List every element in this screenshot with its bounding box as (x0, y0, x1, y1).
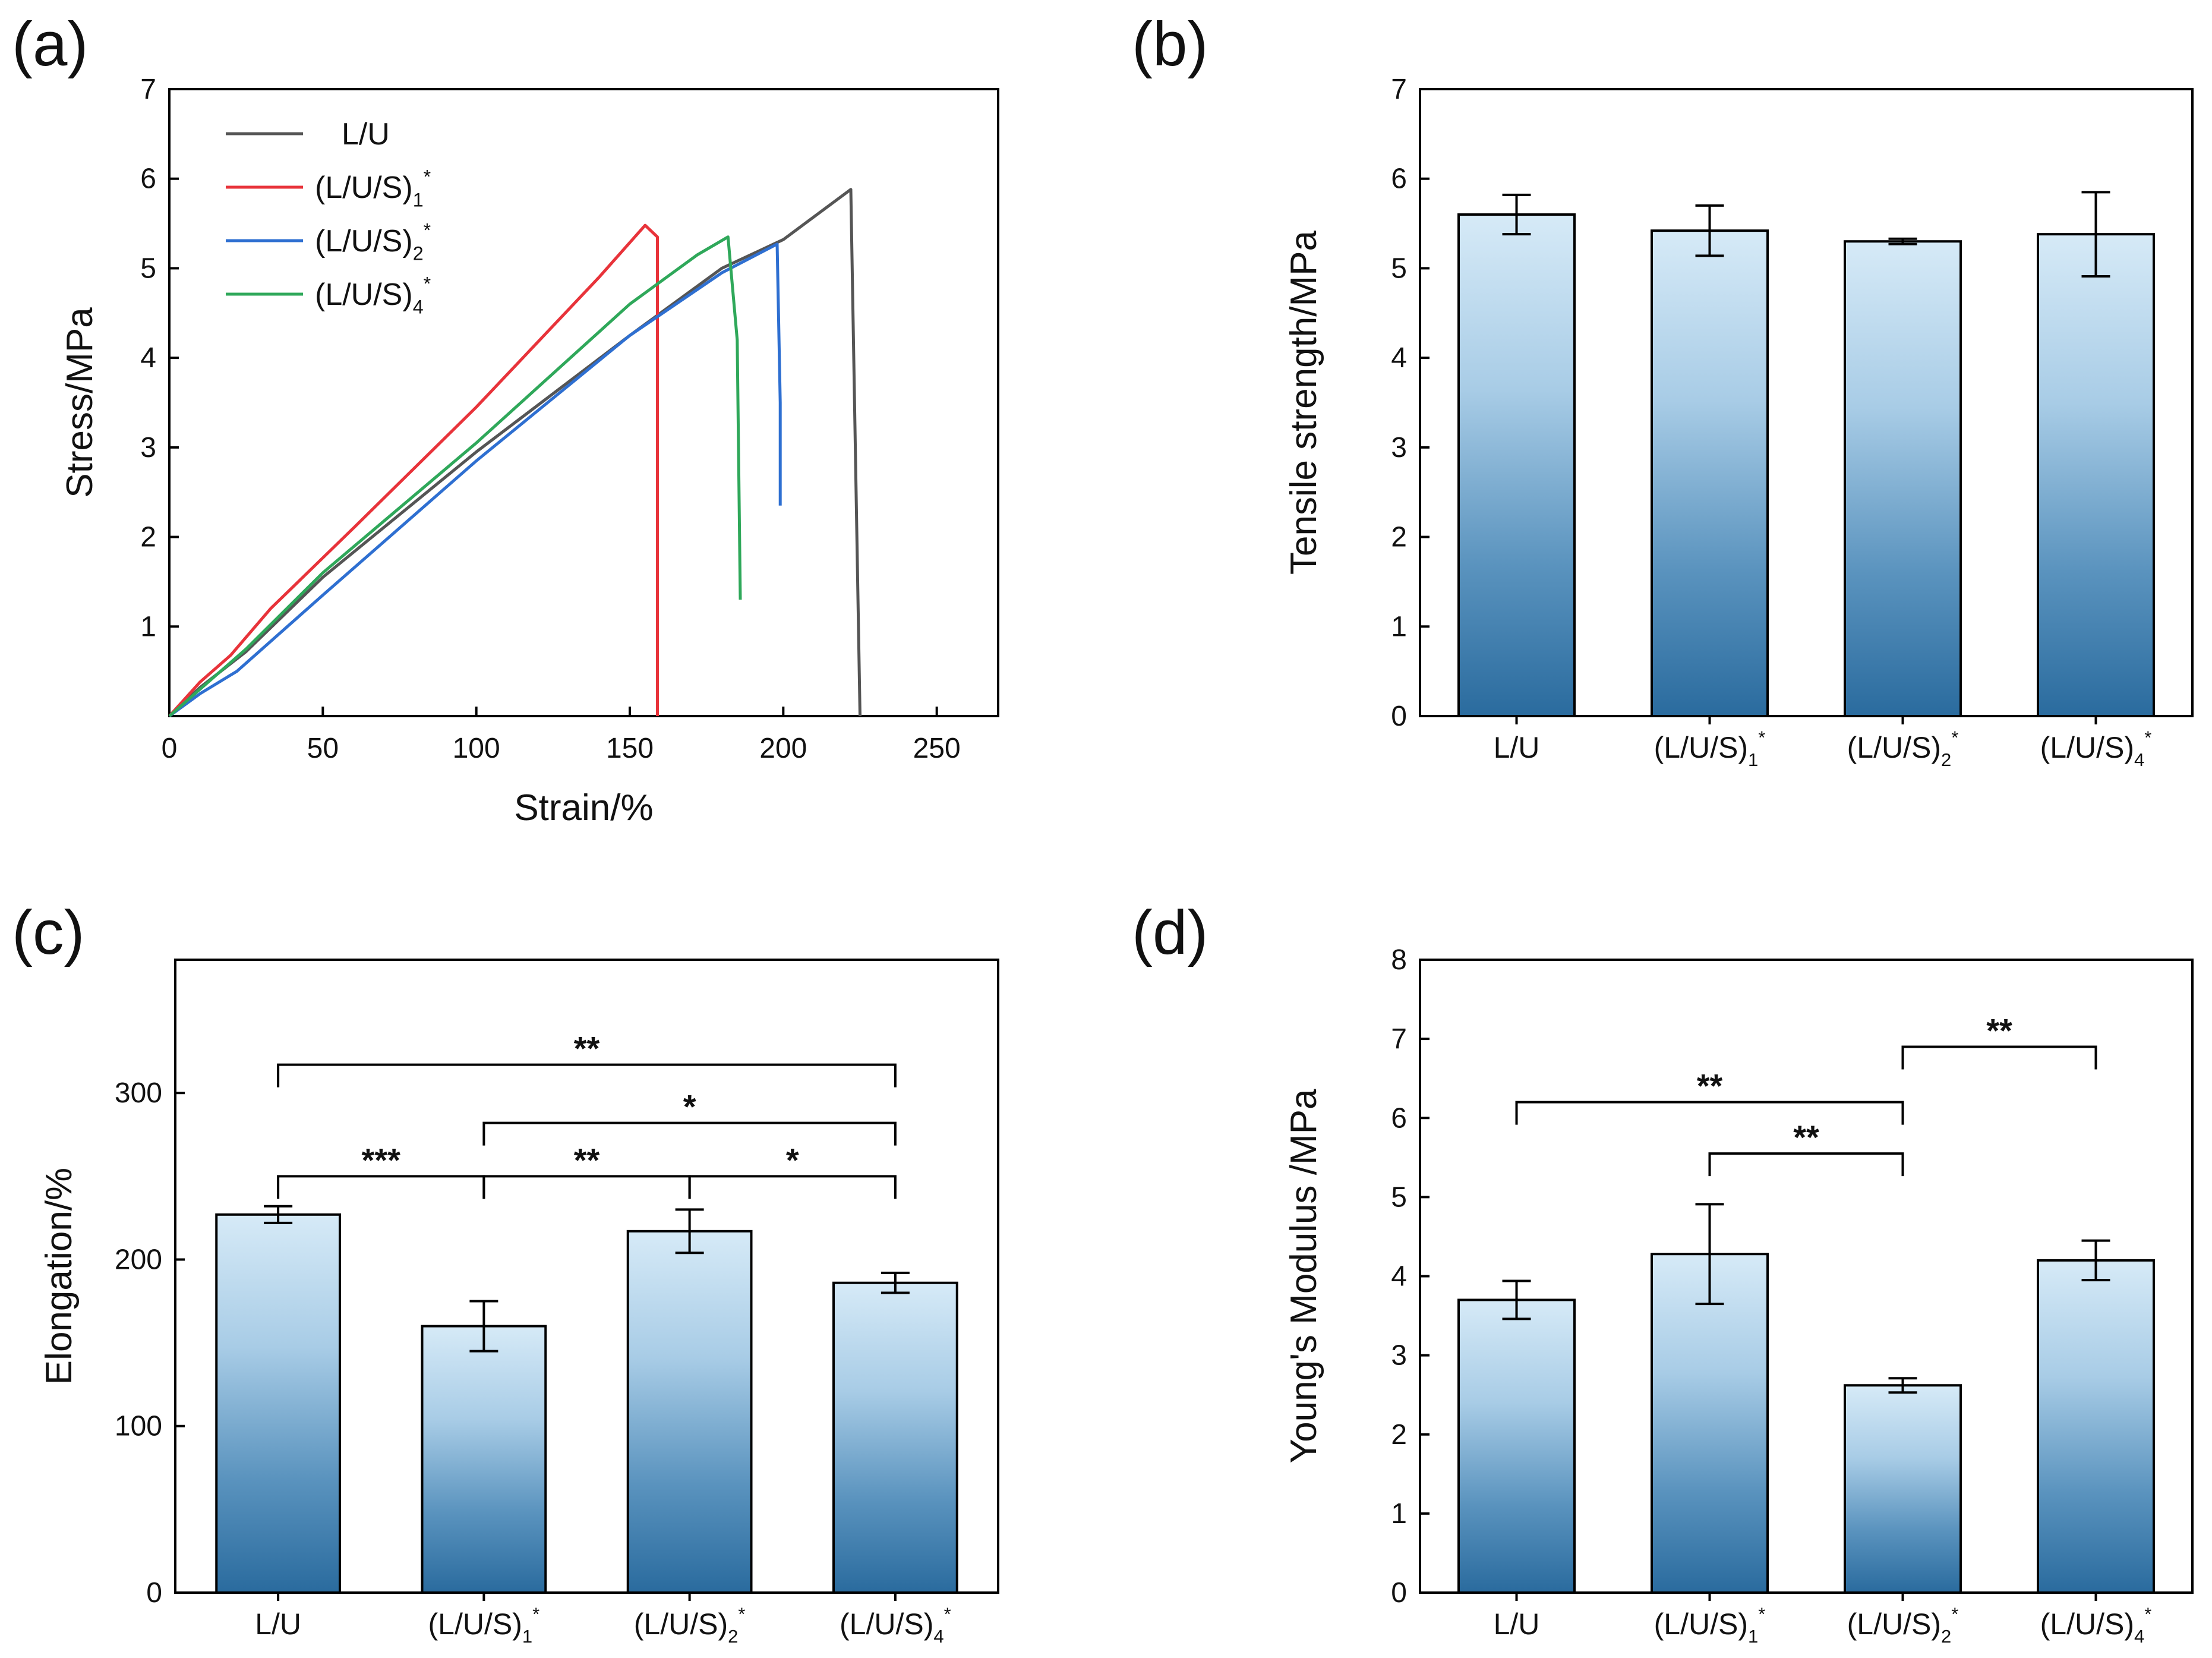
legend-entry: L/U (342, 117, 390, 152)
significance-bracket (277, 1063, 897, 1088)
y-tick-label: 100 (115, 1411, 162, 1442)
y-tick-label: 8 (1391, 944, 1407, 976)
y-tick-label: 0 (1391, 1577, 1407, 1609)
x-tick-label: (L/U/S)1* (1654, 727, 1766, 771)
y-tick-label: 1 (1391, 1498, 1407, 1530)
y-axis-label: Young's Modulus /MPa (1283, 1089, 1324, 1463)
panel-label: (c) (12, 898, 84, 967)
x-tick-label: (L/U/S)1* (1654, 1604, 1766, 1647)
bar (2037, 1259, 2155, 1594)
x-tick-label: (L/U/S)4* (2040, 1604, 2152, 1647)
significance-label: ** (574, 1030, 600, 1067)
y-tick-label: 4 (1391, 342, 1407, 374)
x-axis-label: Strain/% (514, 787, 653, 828)
significance-bracket (482, 1121, 897, 1146)
significance-label: * (683, 1088, 696, 1126)
bar (1457, 213, 1576, 717)
panel-b: (b) 0 1 2 3 4 5 6 7 Tensile strength/MPa L/U (L/U/S… (1132, 10, 2194, 771)
bar (1457, 1298, 1576, 1594)
bar (1844, 240, 1962, 717)
significance-bracket (1901, 1045, 2097, 1070)
y-tick-label: 4 (140, 342, 156, 374)
x-tick-label: (L/U/S)4* (840, 1604, 951, 1647)
panel-a: (a) 1 2 3 4 5 6 7 Stress/MPa 0 50 100 150 200 250 Strai… (12, 10, 999, 828)
y-tick-label: 2 (1391, 1419, 1407, 1451)
series-line (168, 223, 659, 717)
x-tick-label: L/U (255, 1607, 301, 1641)
y-axis-label: Tensile strength/MPa (1283, 231, 1324, 575)
significance-bracket (1708, 1152, 1904, 1177)
series-line (168, 242, 782, 718)
y-tick-label: 7 (1391, 1023, 1407, 1055)
x-tick-label: 200 (759, 733, 807, 764)
bar (2037, 233, 2155, 717)
panel-d: (d) 0 1 2 3 4 5 6 7 8 Young's Modulus /MPa L/U (L/U/… (1132, 898, 2194, 1647)
y-tick-label: 3 (140, 432, 156, 464)
x-tick-label: (L/U/S)2* (1847, 1604, 1959, 1647)
bar (421, 1325, 547, 1594)
y-tick-label: 3 (1391, 1340, 1407, 1372)
bar (215, 1213, 341, 1594)
legend-entry: (L/U/S)4* (315, 273, 431, 318)
significance-label: * (786, 1141, 799, 1178)
x-tick-label: 250 (913, 733, 961, 764)
significance-bracket (688, 1175, 897, 1199)
significance-label: *** (362, 1141, 401, 1178)
x-tick-label: (L/U/S)1* (428, 1604, 540, 1647)
x-tick-label: 50 (307, 733, 339, 764)
panel-c: (c) 0 100 200 300 Elongation/% L/U (L/U/S)1* (L/… (12, 898, 999, 1647)
x-tick-label: (L/U/S)2* (634, 1604, 746, 1647)
y-tick-label: 6 (1391, 163, 1407, 195)
plot-frame (168, 88, 999, 717)
y-tick-label: 6 (1391, 1102, 1407, 1134)
panel-label: (d) (1132, 898, 1208, 967)
y-tick-label: 6 (140, 163, 156, 195)
significance-label: ** (1697, 1067, 1723, 1105)
legend-entry: (L/U/S)1* (315, 166, 431, 211)
significance-label: ** (1986, 1011, 2012, 1049)
legend-entry: (L/U/S)2* (315, 220, 431, 264)
x-tick-label: 0 (162, 733, 178, 764)
y-tick-label: 2 (140, 522, 156, 553)
x-tick-label: 150 (606, 733, 654, 764)
x-tick-label: (L/U/S)4* (2040, 727, 2152, 771)
x-tick-label: L/U (1494, 731, 1540, 764)
y-tick-label: 4 (1391, 1261, 1407, 1293)
y-tick-label: 1 (1391, 611, 1407, 642)
y-tick-label: 5 (1391, 1181, 1407, 1213)
y-tick-label: 300 (115, 1077, 162, 1109)
y-tick-label: 2 (1391, 522, 1407, 553)
significance-bracket (1515, 1101, 1904, 1125)
significance-label: ** (574, 1141, 600, 1178)
series-line (168, 235, 742, 717)
bar (1844, 1384, 1962, 1594)
x-tick-label: 100 (453, 733, 500, 764)
bar (1651, 229, 1769, 717)
significance-bracket (277, 1175, 485, 1199)
y-tick-label: 7 (1391, 74, 1407, 105)
significance-bracket (482, 1175, 691, 1199)
y-tick-label: 0 (146, 1577, 162, 1609)
panel-label: (b) (1132, 10, 1208, 79)
y-axis-label: Elongation/% (39, 1168, 80, 1385)
y-tick-label: 0 (1391, 701, 1407, 732)
y-tick-label: 1 (140, 611, 156, 642)
y-tick-label: 5 (1391, 253, 1407, 284)
plot-frame (174, 959, 999, 1594)
panel-label: (a) (12, 10, 88, 79)
bar (832, 1281, 958, 1594)
x-tick-label: L/U (1494, 1607, 1540, 1641)
y-tick-label: 200 (115, 1244, 162, 1275)
x-tick-label: (L/U/S)2* (1847, 727, 1959, 771)
series-line (168, 188, 862, 717)
y-tick-label: 5 (140, 253, 156, 284)
significance-label: ** (1793, 1118, 1819, 1156)
bar (1651, 1253, 1769, 1594)
bar (626, 1230, 753, 1594)
y-tick-label: 3 (1391, 432, 1407, 464)
plot-frame (1419, 88, 2194, 717)
y-tick-label: 7 (140, 74, 156, 105)
y-axis-label: Stress/MPa (59, 307, 100, 498)
